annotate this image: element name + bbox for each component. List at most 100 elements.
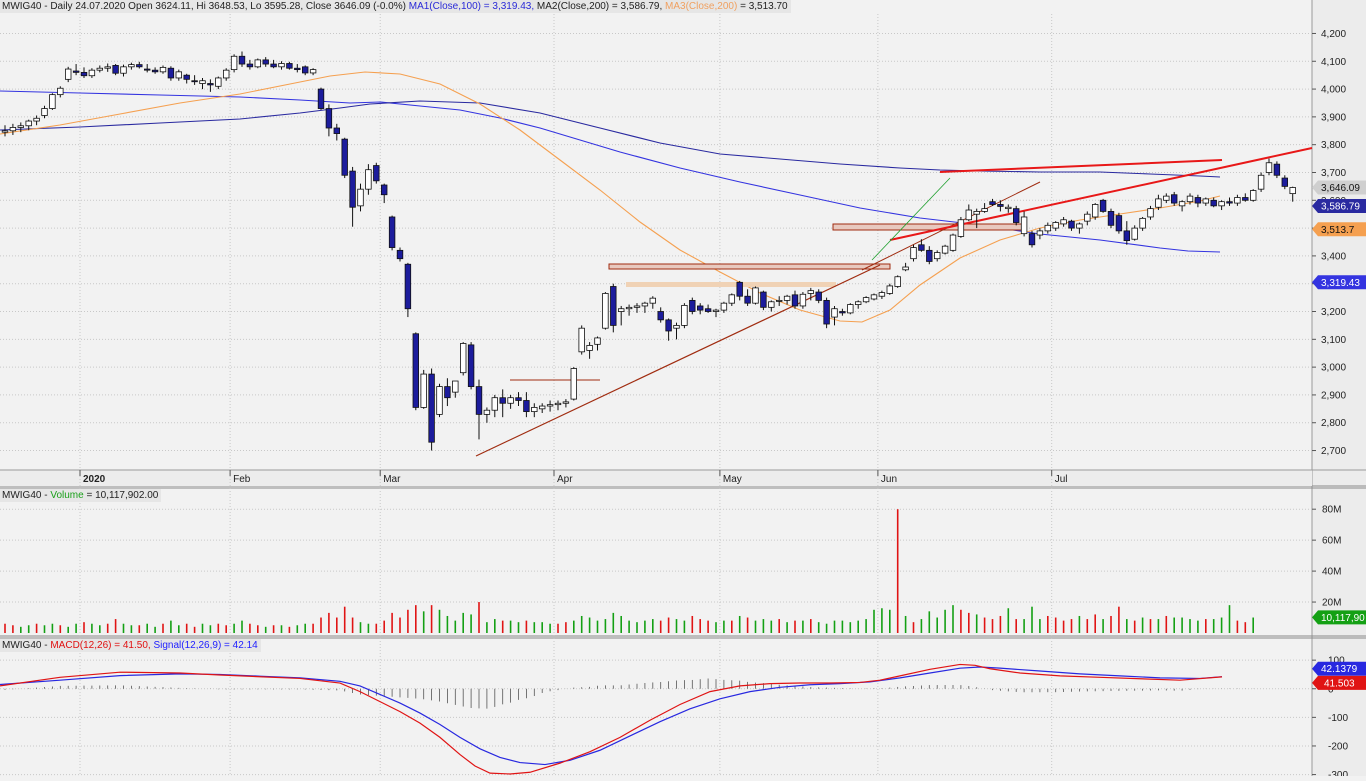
candle (365, 164, 372, 195)
candle-body (1, 130, 9, 133)
macd-header: MWIG40 - MACD(12,26) = 41.50, Signal(12,… (0, 639, 261, 652)
candle (1155, 194, 1162, 211)
badge-close-text: 3,646.09 (1321, 183, 1360, 194)
candle (878, 290, 886, 299)
candle (1163, 193, 1170, 204)
macd-line (0, 663, 1223, 775)
candle (444, 378, 451, 407)
price-y-tick-label: 3,800 (1321, 140, 1346, 151)
candle-body (317, 88, 325, 109)
candle (483, 407, 491, 423)
candle-body (633, 305, 641, 308)
ma3-header-value: = 3,513.70 (740, 1, 788, 12)
candle-body (1147, 208, 1154, 218)
candle-body (1281, 177, 1288, 187)
volume-y-tick-label: 80M (1322, 505, 1341, 516)
candle-body (578, 327, 585, 353)
candle-body (515, 397, 522, 401)
candle (436, 383, 443, 418)
candle-body (373, 165, 380, 182)
macd-header-signal: Signal(12,26,9) = 42.14 (153, 640, 258, 651)
candle-body (997, 204, 1004, 207)
candle-body (33, 117, 40, 122)
candle-body (894, 276, 901, 287)
candle (262, 57, 269, 67)
candle-body (649, 297, 656, 304)
price-header: MWIG40 - Daily 24.07.2020 Open 3624.11, … (0, 0, 791, 13)
candle-body (847, 304, 854, 314)
candle (80, 67, 88, 78)
x-tick-label: Jun (881, 474, 897, 485)
candle-body (380, 184, 388, 196)
candle-body (1257, 174, 1265, 190)
candle (1052, 221, 1059, 231)
candle (1289, 186, 1296, 202)
candle-body (783, 295, 791, 301)
candle (965, 204, 972, 222)
candle (96, 65, 103, 73)
candle-body (1218, 201, 1225, 207)
candle (886, 283, 893, 295)
candle (1281, 175, 1288, 190)
trendline-green (871, 177, 951, 261)
candle-body (388, 216, 396, 248)
candle (515, 392, 522, 407)
candle (562, 399, 570, 408)
candle (1186, 193, 1194, 205)
candle-body (1044, 224, 1051, 232)
candle (9, 123, 17, 135)
candle-body (136, 64, 143, 68)
x-tick-label: Mar (383, 474, 401, 485)
candle (697, 303, 704, 315)
ma2-header: MA2(Close,200) = 3,586.79, (536, 1, 663, 12)
candle-body (357, 188, 364, 207)
candle (1218, 200, 1225, 211)
candle-body (270, 63, 277, 68)
candle (783, 294, 791, 305)
candle (815, 289, 822, 304)
price-y-tick-label: 2,900 (1321, 390, 1346, 401)
macd-header-macd: MACD(12,26) = 41.50, (50, 640, 151, 651)
candle (452, 380, 459, 398)
candle (151, 67, 159, 74)
candle-body (697, 305, 704, 311)
candle (167, 66, 175, 81)
candle-body (973, 211, 980, 215)
candle-body (143, 68, 151, 71)
candle (997, 200, 1004, 212)
candle (760, 290, 767, 311)
candle-body (72, 70, 80, 73)
candle-body (499, 397, 506, 404)
candle (270, 59, 277, 69)
candle (428, 368, 435, 451)
candle (704, 304, 712, 313)
candle-body (618, 308, 625, 312)
candle (65, 66, 72, 83)
macd-header-prefix: MWIG40 - (2, 640, 48, 651)
candle (949, 233, 957, 252)
candle (1028, 230, 1036, 248)
candle (523, 392, 530, 418)
candle-body (1242, 197, 1249, 201)
candle-body (507, 397, 514, 404)
candle-body (207, 83, 214, 86)
candle-body (436, 386, 443, 415)
candle (862, 296, 870, 304)
candle-body (1163, 195, 1170, 201)
candle-body (9, 127, 17, 132)
volume-y-tick-label: 40M (1322, 567, 1341, 578)
candle-body (673, 325, 680, 329)
candle-body (1139, 217, 1146, 229)
candle-body (1092, 204, 1099, 218)
candle (278, 61, 285, 70)
candle (665, 318, 672, 341)
candle (1257, 172, 1265, 192)
candle-body (657, 311, 664, 321)
candle (641, 301, 649, 313)
candle (309, 68, 317, 76)
candle (1234, 194, 1241, 206)
candle-body (420, 373, 427, 408)
candle-body (1068, 220, 1075, 229)
candle (768, 300, 775, 312)
